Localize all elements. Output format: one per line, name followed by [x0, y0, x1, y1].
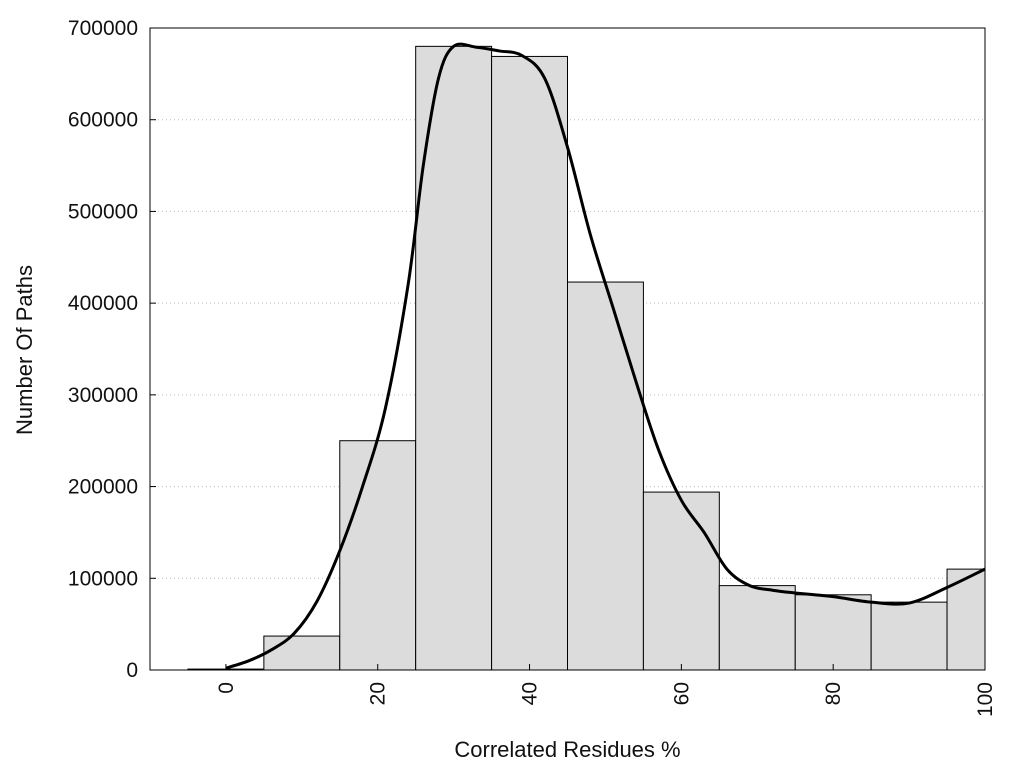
x-tick-label: 0	[215, 682, 238, 694]
density-curve-layer	[225, 42, 986, 670]
x-tick-label: 60	[670, 682, 693, 705]
histogram-bar	[642, 491, 720, 671]
density-curve	[225, 42, 986, 670]
y-tick-label: 700000	[68, 17, 138, 40]
histogram-bar	[491, 55, 568, 671]
y-axis-title: Number Of Paths	[12, 265, 37, 435]
y-tick-label: 0	[126, 659, 138, 682]
histogram-bar	[718, 585, 796, 671]
histogram-bar	[794, 594, 872, 671]
y-tick-label: 200000	[68, 476, 138, 499]
y-tick-label: 300000	[68, 384, 138, 407]
x-axis-title: Correlated Residues %	[454, 737, 680, 762]
histogram-bar	[870, 601, 948, 671]
x-tick-label: 80	[822, 682, 845, 705]
y-axis-ticks: 0 100000 200000 300000 400000 500000 600000 700…	[68, 17, 156, 682]
histogram-bar	[339, 440, 417, 671]
plot-frame	[149, 27, 986, 671]
x-tick-label: 20	[367, 682, 390, 705]
x-axis-ticks: 0 20 40 60 80 100	[215, 664, 997, 717]
y-tick-label: 600000	[68, 109, 138, 132]
histogram-bar	[567, 281, 644, 671]
x-tick-label: 40	[519, 682, 542, 705]
histogram-bars	[187, 45, 986, 671]
histogram-bar	[263, 635, 341, 671]
y-tick-label: 500000	[68, 200, 138, 223]
y-tick-label: 400000	[68, 292, 138, 315]
y-tick-label: 100000	[68, 567, 138, 590]
x-tick-label: 100	[974, 682, 997, 717]
